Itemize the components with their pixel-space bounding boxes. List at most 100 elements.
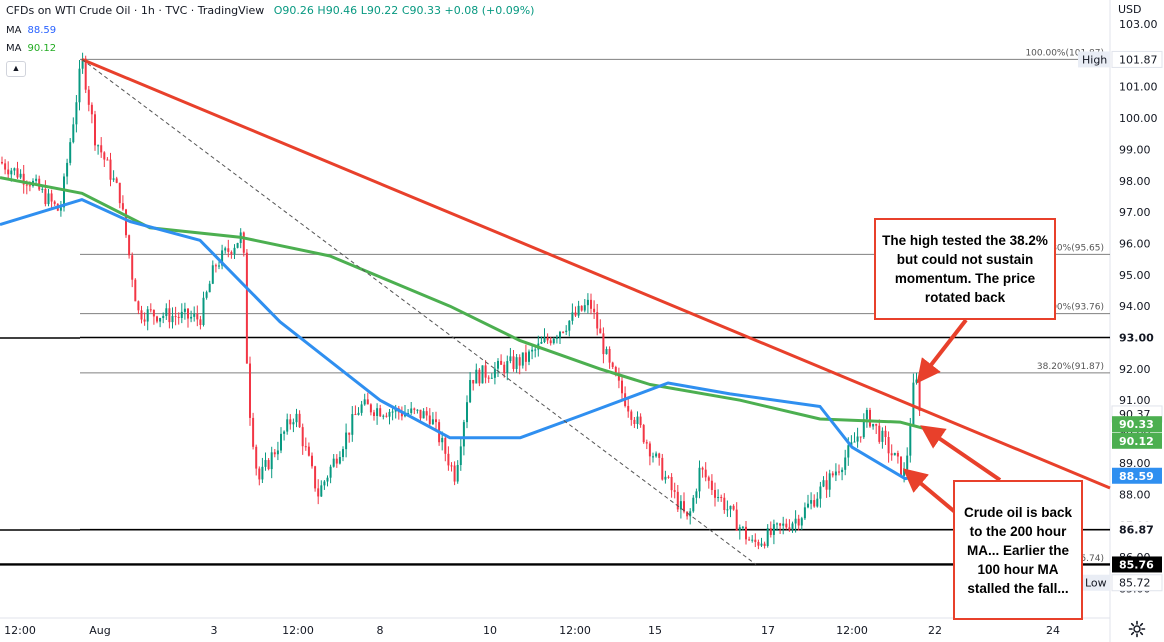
candle-body — [726, 509, 729, 511]
time-tick: 22 — [928, 624, 942, 637]
candle-body — [342, 449, 344, 458]
candle-body — [621, 380, 623, 394]
candle-body — [143, 319, 146, 322]
candle-body — [872, 423, 875, 427]
candle-body — [100, 145, 103, 153]
candle-body — [146, 309, 149, 322]
callout-arrow — [920, 425, 1002, 482]
candle-body — [466, 402, 468, 423]
candle-body — [738, 527, 741, 531]
candle-body — [493, 368, 496, 378]
symbol-title[interactable]: CFDs on WTI Crude Oil · 1h · TVC · Tradi… — [6, 4, 265, 17]
ma-legend-100[interactable]: MA 88.59 — [6, 25, 56, 36]
candle-body — [810, 500, 813, 504]
candle-body — [10, 170, 13, 175]
candle-body — [617, 375, 620, 381]
candle-body — [400, 412, 403, 417]
candle-body — [280, 433, 282, 451]
candle-body — [757, 541, 760, 546]
collapse-legend-button[interactable]: ▲ — [6, 61, 26, 77]
time-tick: 12:00 — [4, 624, 36, 637]
ma-legend-200[interactable]: MA 90.12 — [6, 43, 56, 54]
candle-body — [599, 328, 602, 334]
time-tick: 3 — [211, 624, 218, 637]
candle-body — [509, 356, 512, 362]
price-tick: 98.00 — [1119, 175, 1151, 188]
price-label-box — [1111, 50, 1163, 68]
callout-bottom-text: Crude oil is back to the 200 hour MA... … — [963, 504, 1073, 596]
high-tag: High — [1082, 53, 1107, 66]
candle-body — [103, 152, 106, 160]
candle-body — [462, 422, 465, 447]
candle-body — [63, 176, 65, 208]
candle-body — [813, 500, 816, 507]
candle-body — [779, 523, 782, 526]
candle-body — [444, 437, 447, 454]
candle-body — [224, 248, 227, 251]
candle-body — [574, 312, 577, 316]
time-tick: 10 — [483, 624, 497, 637]
candle-body — [555, 337, 558, 339]
candle-body — [732, 505, 735, 510]
candle-body — [391, 411, 394, 413]
candle-body — [679, 501, 682, 510]
candle-body — [633, 419, 636, 424]
candle-body — [900, 456, 902, 476]
candle-body — [137, 301, 140, 311]
callout-arrow — [902, 468, 957, 514]
price-label-box — [1112, 329, 1162, 346]
candle-body — [794, 518, 797, 524]
candle-body — [518, 357, 521, 366]
candle-body — [50, 193, 53, 202]
candle-body — [134, 279, 137, 302]
candle-body — [351, 414, 354, 435]
candle-body — [156, 316, 158, 322]
downtrend-line — [81, 58, 1111, 490]
candle-body — [193, 313, 196, 317]
candle-body — [515, 357, 518, 369]
candle-body — [407, 412, 410, 414]
time-tick: 17 — [761, 624, 775, 637]
price-label-box — [1112, 432, 1162, 449]
candle-body — [481, 365, 484, 384]
price-tick: 96.00 — [1119, 237, 1151, 250]
candle-body — [748, 539, 751, 541]
candle-body — [354, 414, 357, 416]
candle-body — [714, 489, 716, 498]
fib-level-label: 61.80%(95.65) — [1037, 243, 1104, 253]
candle-body — [35, 178, 38, 181]
ma-value: 88.59 — [27, 25, 57, 36]
candle-body — [571, 312, 574, 321]
ma-value: 90.12 — [27, 43, 57, 54]
candle-body — [453, 465, 456, 482]
candle-body — [512, 356, 515, 369]
candle-body — [565, 330, 568, 332]
candle-body — [490, 377, 493, 379]
candle-body — [487, 377, 490, 379]
candle-body — [497, 360, 499, 369]
candle-body — [47, 193, 50, 205]
candle-body — [298, 413, 301, 428]
price-tick: 91.00 — [1119, 394, 1151, 407]
candle-body — [416, 409, 419, 411]
candle-body — [850, 442, 853, 446]
candle-body — [701, 467, 704, 470]
candle-body — [283, 431, 286, 434]
settings-gear-icon[interactable] — [1128, 620, 1146, 638]
candle-body — [450, 465, 453, 467]
candle-body — [382, 415, 385, 417]
candle-body — [286, 419, 289, 432]
candle-body — [183, 308, 186, 312]
price-label: 101.87 — [1119, 53, 1158, 66]
diagonal-dashed-line — [81, 59, 757, 565]
fib-level-label: 50.00%(93.76) — [1037, 303, 1104, 313]
candle-body — [608, 348, 611, 363]
price-tick: 99.00 — [1119, 143, 1151, 156]
candle-body — [435, 419, 437, 423]
candle-body — [431, 419, 434, 425]
candle-body — [825, 480, 828, 490]
low-tag: Low — [1085, 577, 1107, 590]
candle-body — [782, 523, 785, 526]
candle-body — [729, 505, 732, 510]
